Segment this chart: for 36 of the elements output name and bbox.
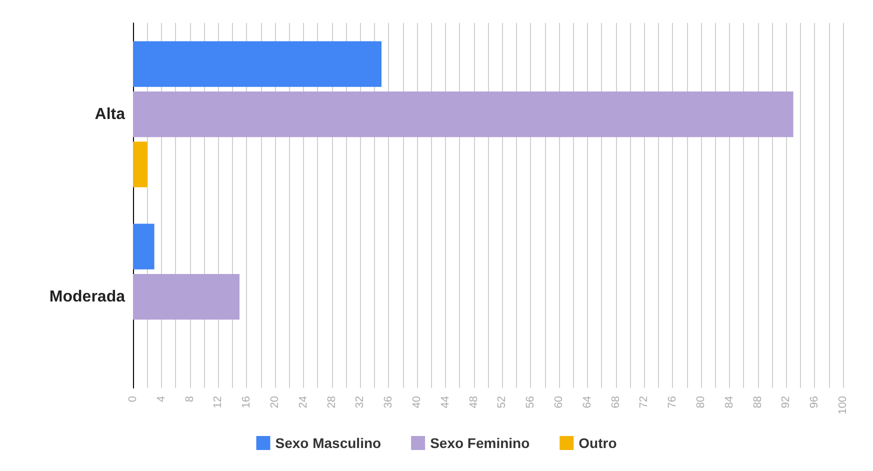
x-tick-label: 36 <box>382 396 395 408</box>
x-tick-label: 100 <box>837 396 849 414</box>
bar <box>133 41 382 87</box>
x-tick-label: 76 <box>666 396 679 408</box>
x-tick-label: 72 <box>638 396 650 408</box>
x-tick-label: 92 <box>780 396 792 408</box>
x-tick-label: 4 <box>155 396 168 402</box>
x-tick-label: 60 <box>553 396 565 408</box>
bar <box>133 224 154 270</box>
x-tick-label: 56 <box>524 396 537 408</box>
x-tick-label: 84 <box>723 396 736 408</box>
x-tick-label: 68 <box>610 396 622 408</box>
x-tick-label: 48 <box>468 396 480 408</box>
legend-label: Sexo Masculino <box>275 435 382 451</box>
legend-label: Sexo Feminino <box>430 435 530 451</box>
x-tick-label: 28 <box>326 396 338 408</box>
x-tick-label: 80 <box>695 396 707 408</box>
bar <box>133 274 240 320</box>
y-tick-label: Alta <box>94 106 126 123</box>
bar <box>133 142 148 188</box>
x-tick-label: 24 <box>297 396 310 408</box>
x-tick-label: 16 <box>240 396 253 408</box>
y-tick-label: Moderada <box>49 288 126 306</box>
bar <box>133 91 794 138</box>
x-tick-label: 0 <box>127 396 139 402</box>
x-tick-label: 52 <box>496 396 508 408</box>
x-tick-label: 44 <box>439 396 452 408</box>
legend-label: Outro <box>578 435 617 451</box>
x-tick-label: 96 <box>808 396 821 408</box>
x-tick-label: 64 <box>581 396 594 408</box>
x-tick-label: 8 <box>184 396 196 402</box>
x-tick-label: 40 <box>411 396 423 408</box>
x-tick-label: 12 <box>212 396 224 408</box>
x-tick-label: 32 <box>354 396 366 408</box>
x-tick-label: 88 <box>752 396 764 408</box>
x-tick-label: 20 <box>269 396 281 408</box>
